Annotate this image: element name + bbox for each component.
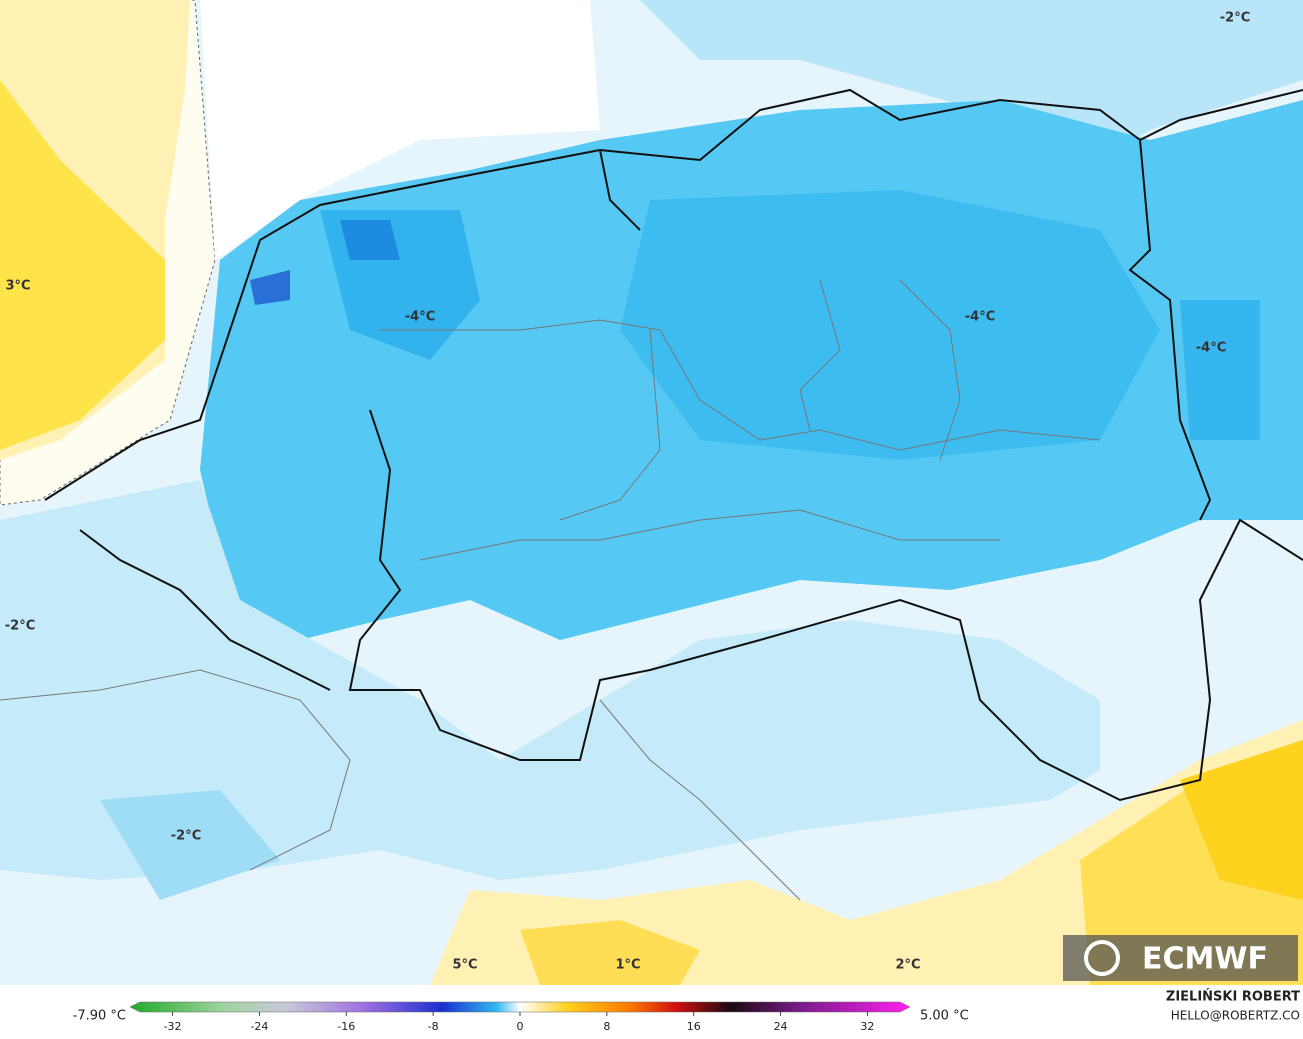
- colorbar-tick-label: -16: [337, 1020, 355, 1033]
- colorbar-ticks: -32 -24 -16 -8 0 8 16 24 32: [164, 1012, 874, 1033]
- contour-label: -4°C: [1196, 341, 1226, 356]
- colorbar-tick-label: 32: [860, 1020, 874, 1033]
- map-field: [0, 0, 1303, 985]
- colorbar-tick-label: 24: [774, 1020, 788, 1033]
- colorbar-tick-label: -24: [250, 1020, 268, 1033]
- contour-label: -2°C: [5, 619, 35, 634]
- contour-label: -4°C: [965, 310, 995, 325]
- colorbar-tick-label: 0: [517, 1020, 524, 1033]
- contact: HELLO@ROBERTZ.CO: [1171, 1009, 1300, 1023]
- colorbar-tick-label: 16: [687, 1020, 701, 1033]
- min-label: -7.90 °C: [73, 1009, 126, 1024]
- contour-label: -2°C: [171, 829, 201, 844]
- contour-label: 5°C: [452, 958, 477, 973]
- colorbar-tick-label: -32: [164, 1020, 182, 1033]
- contour-label: 2°C: [895, 958, 920, 973]
- colorbar: [129, 1001, 911, 1013]
- colorbar-tick-label: 8: [603, 1020, 610, 1033]
- contour-label: 1°C: [615, 958, 640, 973]
- author: ZIELIŃSKI ROBERT: [1166, 989, 1300, 1005]
- colorbar-tick-label: -8: [428, 1020, 439, 1033]
- contour-label: -4°C: [405, 310, 435, 325]
- contour-label: -2°C: [1220, 11, 1250, 26]
- max-label: 5.00 °C: [920, 1009, 969, 1024]
- contour-label: 3°C: [5, 279, 30, 294]
- admin-borders: [0, 279, 1101, 901]
- borders: [44, 88, 1303, 802]
- logo: ECMWF: [1142, 942, 1268, 977]
- logo-box: ECMWF: [1063, 935, 1298, 981]
